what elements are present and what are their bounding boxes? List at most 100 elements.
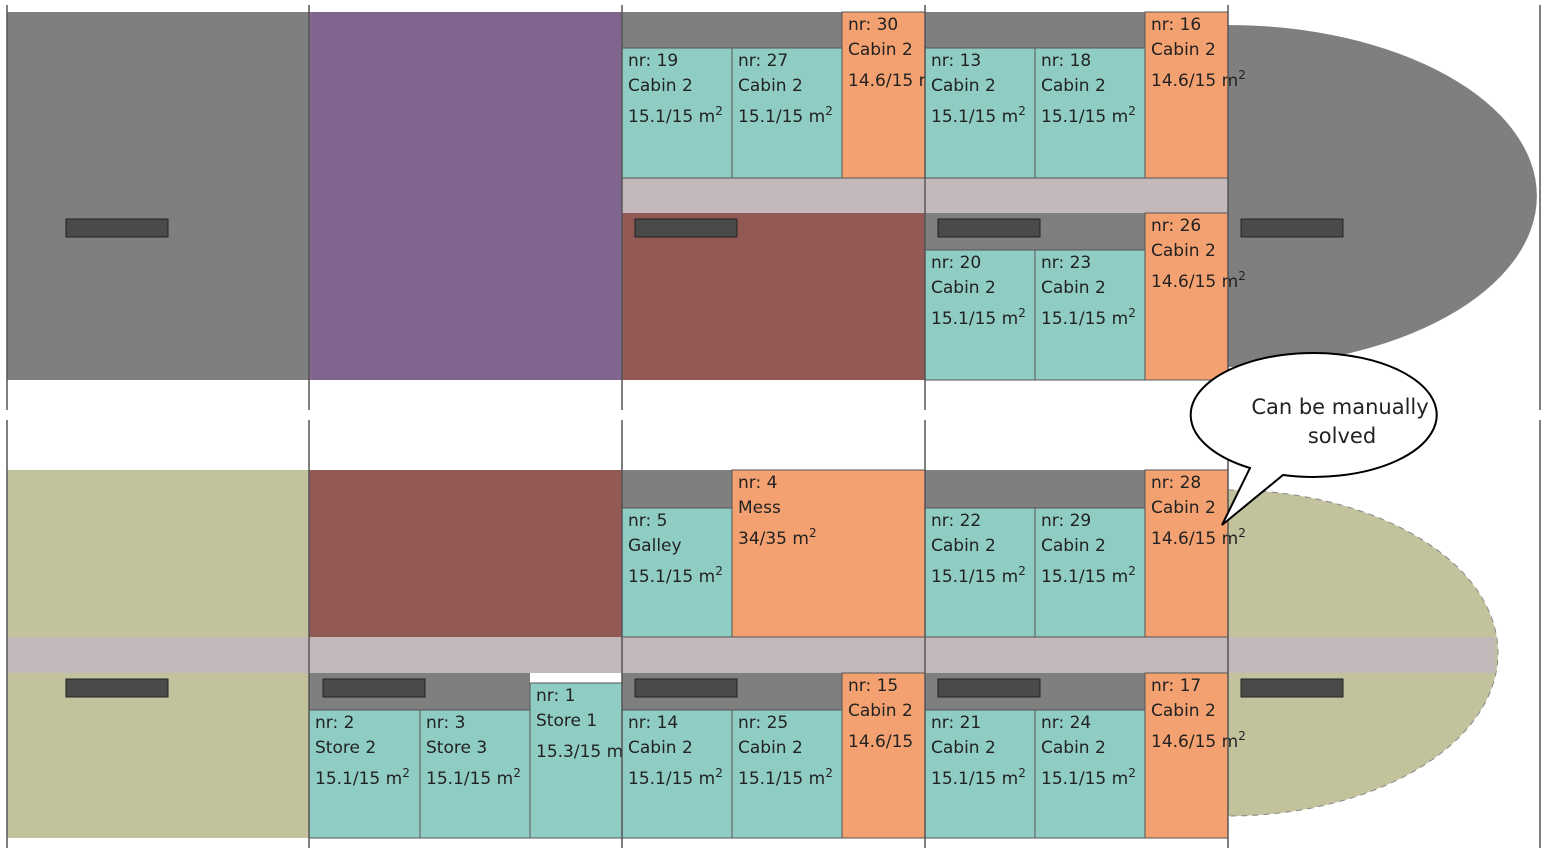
room-label: nr: 29 Cabin 2 15.1/15 m2	[1041, 511, 1136, 587]
area-value: 14.6/15 m	[848, 71, 935, 91]
area-value: 15.1/15 m	[315, 769, 402, 789]
room-number: nr: 2	[315, 713, 354, 733]
room-label: nr: 2 Store 2 15.1/15 m2	[315, 713, 410, 789]
room-box	[1144, 469, 1229, 638]
area-exponent: 2	[1238, 526, 1246, 540]
room-type: Cabin 2	[1041, 536, 1106, 556]
room-area: 15.1/15 m2	[738, 766, 833, 789]
area-exponent: 2	[715, 766, 723, 780]
area-value: 15.1/15 m	[931, 309, 1018, 329]
area-value: 15.1/15 m	[931, 107, 1018, 127]
room-type: Galley	[628, 536, 682, 556]
room-number: nr: 15	[848, 676, 898, 696]
bow-top	[1228, 25, 1537, 367]
room-number: nr: 4	[738, 473, 777, 493]
room-box	[621, 507, 733, 638]
callout: Can be manually solved	[1189, 351, 1438, 526]
room-box	[924, 709, 1036, 839]
area-exponent: 2	[715, 104, 723, 118]
room-type: Cabin 2	[1041, 738, 1106, 758]
room-number: nr: 28	[1151, 473, 1201, 493]
room-label: nr: 30 Cabin 2 14.6/15 m2	[848, 15, 943, 91]
room-box	[841, 11, 926, 179]
room-type: Cabin 2	[1151, 498, 1216, 518]
room: nr: 28 Cabin 2 14.6/15 m2	[1144, 469, 1246, 638]
room-label: nr: 1 Store 1 15.3/15 m2	[536, 686, 622, 762]
area-value: 15.1/15 m	[1041, 769, 1128, 789]
area-exponent: 2	[1238, 729, 1246, 743]
room-number: nr: 19	[628, 51, 678, 71]
room-type: Cabin 2	[628, 76, 693, 96]
area-value: 15.1/15 m	[931, 769, 1018, 789]
room-label: nr: 16 Cabin 2 14.6/15 m2	[1151, 15, 1246, 91]
room-area: 14.6/15 m2	[1151, 526, 1246, 549]
room-type: Cabin 2	[1151, 701, 1216, 721]
room-number: nr: 27	[738, 51, 788, 71]
area-exponent: 2	[809, 526, 817, 540]
room: nr: 21 Cabin 2 15.1/15 m2	[924, 709, 1036, 839]
room: nr: 27 Cabin 2 15.1/15 m2	[731, 47, 843, 179]
room: nr: 14 Cabin 2 15.1/15 m2	[621, 709, 733, 839]
room-label: nr: 17 Cabin 2 14.6/15 m2	[1151, 676, 1246, 752]
area-exponent: 2	[1018, 306, 1026, 320]
room-type: Cabin 2	[931, 76, 996, 96]
room-type: Store 2	[315, 738, 376, 758]
room-number: nr: 23	[1041, 253, 1091, 273]
area-value: 14.6/15 m	[1151, 71, 1238, 91]
area-value: 15.1/15 m	[1041, 107, 1128, 127]
room-number: nr: 1	[536, 686, 575, 706]
room-type: Store 3	[426, 738, 487, 758]
area-exponent: 2	[715, 564, 723, 578]
room-type: Cabin 2	[628, 738, 693, 758]
room: nr: 23 Cabin 2 15.1/15 m2	[1034, 249, 1146, 381]
area-value: 14.6/15 m	[1151, 529, 1238, 549]
room-label: nr: 27 Cabin 2 15.1/15 m2	[738, 51, 833, 127]
area-value: 15.1/15 m	[738, 769, 825, 789]
area-exponent: 2	[1128, 564, 1136, 578]
room-type: Cabin 2	[738, 738, 803, 758]
room-number: nr: 3	[426, 713, 465, 733]
room: nr: 19 Cabin 2 15.1/15 m2	[621, 47, 733, 179]
area-value: 15.1/15 m	[931, 567, 1018, 587]
room-number: nr: 30	[848, 15, 898, 35]
area-exponent: 2	[1128, 766, 1136, 780]
room: nr: 16 Cabin 2 14.6/15 m2	[1144, 11, 1246, 179]
room-number: nr: 21	[931, 713, 981, 733]
room-label: nr: 5 Galley 15.1/15 m2	[628, 511, 723, 587]
room-label: nr: 20 Cabin 2 15.1/15 m2	[931, 253, 1026, 329]
area-value: 15.1/15 m	[628, 769, 715, 789]
area-exponent: 2	[1018, 564, 1026, 578]
room-type: Cabin 2	[1151, 40, 1216, 60]
room-type: Cabin 2	[738, 76, 803, 96]
room-type: Cabin 2	[848, 40, 913, 60]
room-type: Cabin 2	[931, 738, 996, 758]
area-value: 15.1/15 m	[628, 107, 715, 127]
room-box	[621, 47, 733, 179]
room-area: 15.1/15 m2	[1041, 766, 1136, 789]
area-exponent: 2	[1128, 104, 1136, 118]
room: nr: 5 Galley 15.1/15 m2	[621, 507, 733, 638]
room-box	[1144, 212, 1229, 381]
zone	[7, 12, 309, 380]
corridor	[7, 637, 1495, 673]
room: nr: 24 Cabin 2 15.1/15 m2	[1034, 709, 1146, 839]
room-number: nr: 20	[931, 253, 981, 273]
area-exponent: 2	[402, 766, 410, 780]
room-area: 15.1/15 m2	[738, 104, 833, 127]
area-exponent: 2	[1018, 766, 1026, 780]
area-value: 15.1/15 m	[1041, 309, 1128, 329]
room-label: nr: 13 Cabin 2 15.1/15 m2	[931, 51, 1026, 127]
room-number: nr: 14	[628, 713, 678, 733]
room-label: nr: 19 Cabin 2 15.1/15 m2	[628, 51, 723, 127]
room-label: nr: 3 Store 3 15.1/15 m2	[426, 713, 521, 789]
room-label: nr: 25 Cabin 2 15.1/15 m2	[738, 713, 833, 789]
room-number: nr: 26	[1151, 216, 1201, 236]
area-value: 14.6/15 m	[1151, 272, 1238, 292]
room: nr: 3 Store 3 15.1/15 m2	[419, 709, 531, 839]
room-area: 14.6/15 m2	[848, 68, 943, 91]
room-label: nr: 28 Cabin 2 14.6/15 m2	[1151, 473, 1246, 549]
room-label: nr: 22 Cabin 2 15.1/15 m2	[931, 511, 1026, 587]
room-number: nr: 17	[1151, 676, 1201, 696]
room: nr: 17 Cabin 2 14.6/15 m2	[1144, 672, 1246, 839]
room-label: nr: 15 Cabin 2 14.6/15	[848, 676, 913, 752]
